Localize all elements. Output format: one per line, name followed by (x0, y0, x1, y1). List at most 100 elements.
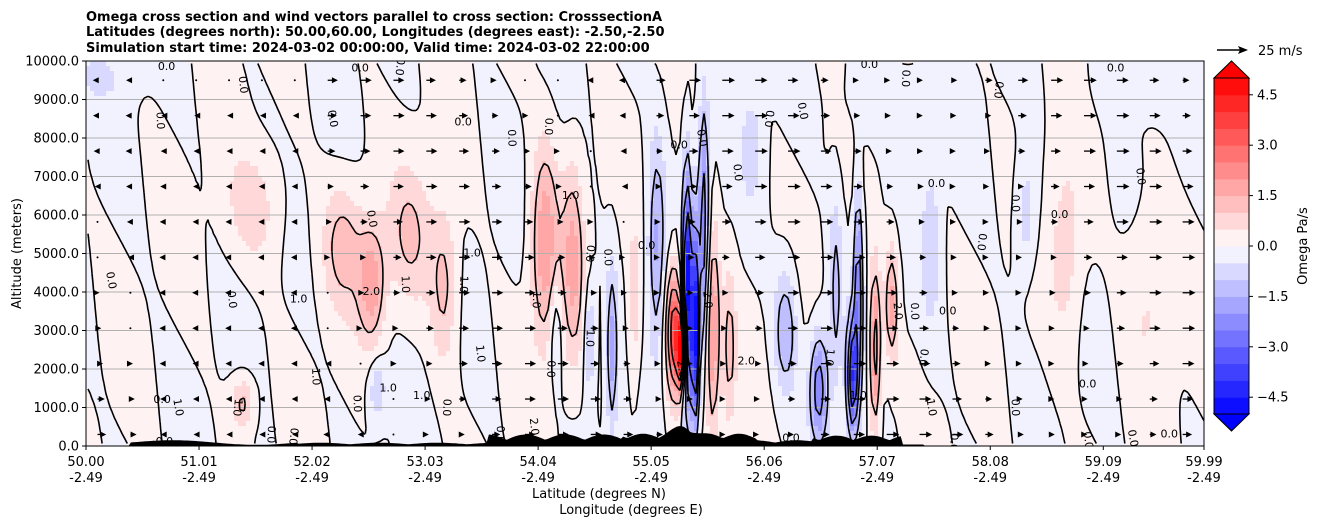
omega-cell (446, 76, 451, 82)
omega-cell (986, 96, 991, 102)
omega-cell (346, 136, 351, 142)
omega-cell (642, 76, 647, 82)
omega-cell (1186, 81, 1191, 87)
omega-cell (622, 66, 627, 72)
omega-cell (1118, 76, 1123, 82)
omega-cell (706, 76, 711, 82)
omega-cell (602, 106, 607, 112)
omega-cell (474, 106, 479, 112)
omega-cell (546, 91, 551, 97)
omega-cell (218, 96, 223, 102)
omega-cell (746, 121, 751, 127)
omega-cell (206, 106, 211, 112)
omega-cell (514, 106, 519, 112)
omega-cell (646, 146, 651, 152)
omega-cell (926, 66, 931, 72)
omega-cell (910, 141, 915, 147)
omega-cell (158, 71, 163, 77)
omega-cell (862, 141, 867, 147)
omega-cell (786, 116, 791, 122)
omega-cell (618, 91, 623, 97)
omega-cell (1050, 106, 1055, 112)
omega-cell (482, 91, 487, 97)
omega-cell (170, 86, 175, 92)
omega-cell (1126, 71, 1131, 77)
omega-cell (818, 131, 823, 137)
omega-cell (478, 116, 483, 122)
omega-cell (990, 131, 995, 137)
omega-cell (982, 101, 987, 107)
omega-cell (618, 121, 623, 127)
omega-cell (822, 126, 827, 132)
omega-cell (634, 131, 639, 137)
omega-cell (346, 66, 351, 72)
omega-cell (1178, 81, 1183, 87)
omega-cell (778, 81, 783, 87)
omega-cell (494, 71, 499, 77)
omega-cell (802, 116, 807, 122)
omega-cell (910, 131, 915, 137)
omega-cell (630, 111, 635, 117)
omega-cell (978, 131, 983, 137)
omega-cell (1074, 106, 1079, 112)
omega-cell (674, 71, 679, 77)
omega-cell (1046, 76, 1051, 82)
omega-cell (734, 86, 739, 92)
omega-cell (1134, 91, 1139, 97)
omega-cell (1118, 86, 1123, 92)
omega-cell (782, 76, 787, 82)
omega-cell (798, 146, 803, 152)
omega-cell (994, 136, 999, 142)
omega-cell (198, 106, 203, 112)
omega-cell (1010, 76, 1015, 82)
omega-cell (1062, 91, 1067, 97)
omega-cell (406, 111, 411, 117)
omega-cell (102, 66, 107, 72)
omega-cell (890, 76, 895, 82)
omega-cell (898, 126, 903, 132)
omega-cell (306, 116, 311, 122)
omega-cell (854, 121, 859, 127)
omega-cell (966, 121, 971, 127)
omega-cell (634, 121, 639, 127)
omega-cell (722, 136, 727, 142)
omega-cell (562, 126, 567, 132)
omega-cell (86, 86, 91, 92)
omega-cell (834, 141, 839, 147)
omega-cell (474, 141, 479, 147)
omega-cell (226, 126, 231, 132)
omega-cell (1186, 116, 1191, 122)
omega-cell (474, 126, 479, 132)
omega-cell (790, 86, 795, 92)
omega-cell (938, 71, 943, 77)
omega-cell (854, 66, 859, 72)
omega-cell (266, 136, 271, 142)
omega-cell (154, 106, 159, 112)
omega-cell (546, 136, 551, 142)
omega-cell (1002, 91, 1007, 97)
omega-cell (714, 141, 719, 147)
omega-cell (1102, 136, 1107, 142)
omega-cell (850, 131, 855, 137)
omega-cell (102, 91, 107, 97)
omega-cell (726, 141, 731, 147)
omega-cell (942, 146, 947, 152)
omega-cell (170, 136, 175, 142)
omega-cell (334, 81, 339, 87)
omega-cell (462, 131, 467, 137)
omega-cell (1014, 66, 1019, 72)
omega-cell (194, 71, 199, 77)
omega-cell (726, 136, 731, 142)
omega-cell (846, 141, 851, 147)
omega-cell (1138, 106, 1143, 112)
omega-cell (178, 121, 183, 127)
omega-cell (1090, 126, 1095, 132)
omega-cell (866, 131, 871, 137)
omega-cell (934, 131, 939, 137)
omega-cell (478, 126, 483, 132)
omega-cell (574, 81, 579, 87)
omega-cell (330, 141, 335, 147)
omega-cell (654, 66, 659, 72)
omega-cell (470, 101, 475, 107)
omega-cell (434, 86, 439, 92)
